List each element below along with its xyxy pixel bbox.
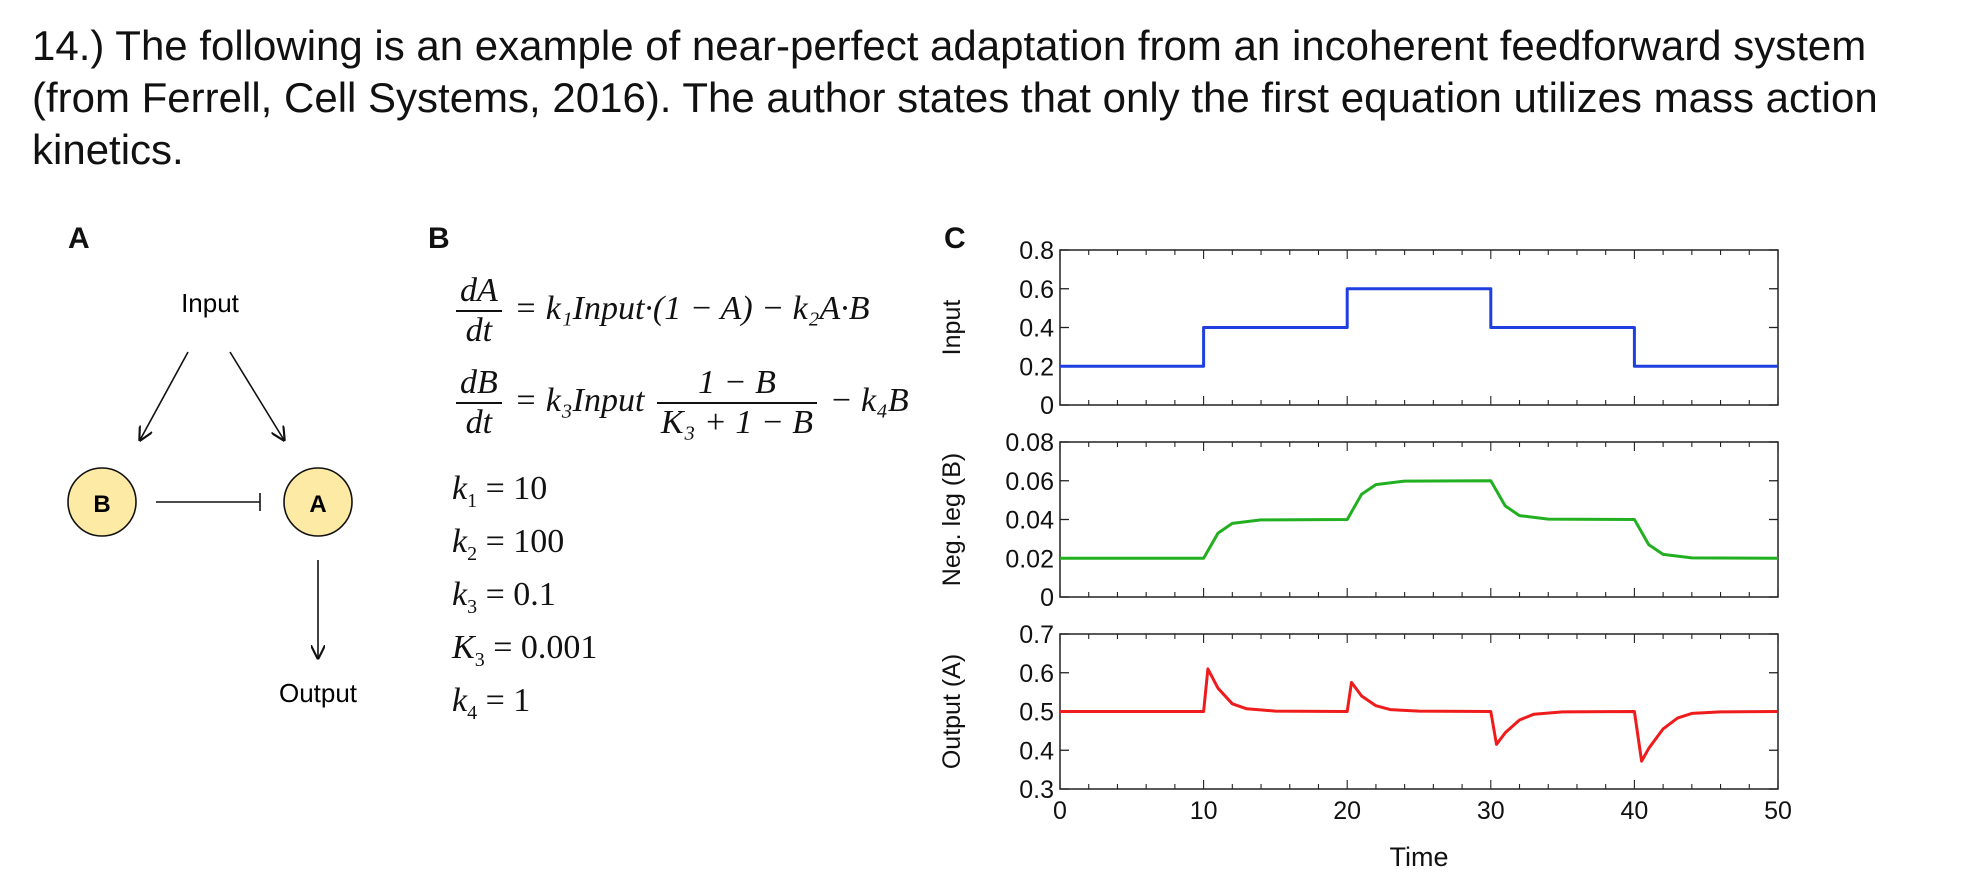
input-to-a-arrow	[229, 351, 284, 440]
y-tick-label: 0	[1040, 392, 1054, 420]
y-tick-label: 0.8	[1019, 237, 1054, 265]
panel-label-a: A	[68, 222, 90, 255]
y-axis-label: Input	[938, 300, 966, 356]
eq2-denominator: dt	[465, 404, 493, 441]
param-k4: k4 = 1	[452, 682, 531, 724]
series-line-2	[1060, 667, 1779, 763]
y-tick-label: 0.3	[1019, 776, 1054, 804]
question-text: 14.) The following is an example of near…	[32, 22, 1878, 173]
y-axis-label: Neg. leg (B)	[938, 453, 966, 586]
node-b-label: B	[93, 491, 110, 518]
node-a	[283, 467, 353, 537]
network-diagram: Input B A Output	[67, 288, 358, 708]
saturation-fraction: 1 − B K₃ + 1 − B	[656, 364, 818, 442]
y-tick-label: 0.6	[1019, 660, 1054, 688]
series-line-1	[1060, 479, 1779, 560]
panel-label-c: C	[944, 222, 966, 255]
y-axis-label: Output (A)	[938, 654, 966, 769]
equation-db-dt: dB dt = k₃Input 1 − B K₃ + 1 − B − k₄B	[452, 364, 909, 442]
x-tick-label: 10	[1190, 797, 1218, 825]
param-k3: k3 = 0.1	[452, 576, 556, 618]
equation-da-dt: dA dt = k₁Input·(1 − A) − k₂A·B	[452, 272, 870, 350]
time-course-plots: 0 0.2 0.4 0.6 0.8 Input 0 0.02 0.04 0.06 0.08 Neg. …	[938, 237, 1792, 872]
diagram-output-label: Output	[279, 678, 358, 708]
y-tick-label: 0.7	[1019, 621, 1054, 649]
eq2-pre: = k₃Input	[514, 381, 645, 419]
eq2-inner-denominator: K₃ + 1 − B	[660, 404, 814, 441]
eq1-numerator: dA	[456, 272, 502, 312]
y-tick-label: 0.4	[1019, 737, 1054, 765]
da-dt-fraction: dA dt	[456, 272, 502, 350]
node-a-label: A	[309, 491, 326, 518]
y-tick-label: 0.2	[1019, 353, 1054, 381]
y-tick-label: 0	[1040, 584, 1054, 612]
diagram-input-label: Input	[181, 288, 240, 318]
x-tick-label: 40	[1620, 797, 1648, 825]
plot-panel-1: 0 0.02 0.04 0.06 0.08 Neg. leg (B)	[938, 429, 1779, 612]
plot-frame	[1059, 441, 1779, 598]
eq1-rhs: = k₁Input·(1 − A) − k₂A·B	[514, 289, 870, 327]
param-K3: K3 = 0.001	[452, 629, 598, 671]
x-tick-label: 20	[1333, 797, 1361, 825]
node-b	[67, 467, 137, 537]
plot-panel-0: 0 0.2 0.4 0.6 0.8 Input	[938, 237, 1779, 420]
eq2-numerator: dB	[456, 364, 502, 404]
eq1-denominator: dt	[465, 312, 493, 349]
y-tick-label: 0.02	[1005, 545, 1054, 573]
panel-label-b: B	[428, 222, 450, 255]
x-tick-label: 30	[1477, 797, 1505, 825]
y-tick-label: 0.4	[1019, 315, 1054, 343]
plot-panel-2: 0.3 0.4 0.5 0.6 0.7 Output (A)	[938, 621, 1779, 804]
series-line-0	[1060, 287, 1778, 368]
y-tick-label: 0.04	[1005, 507, 1054, 535]
y-tick-label: 0.5	[1019, 699, 1054, 727]
x-tick-label: 50	[1764, 797, 1792, 825]
y-tick-label: 0.06	[1005, 468, 1054, 496]
db-dt-fraction: dB dt	[456, 364, 502, 442]
eq2-post: − k₄B	[829, 381, 909, 419]
eq2-inner-numerator: 1 − B	[656, 364, 818, 404]
input-to-b-arrow	[140, 351, 189, 440]
y-tick-label: 0.6	[1019, 276, 1054, 304]
x-axis-label: Time	[1390, 842, 1449, 872]
plot-frame	[1059, 249, 1779, 406]
param-k1: k1 = 10	[452, 470, 548, 512]
x-tick-label: 0	[1053, 797, 1067, 825]
param-k2: k2 = 100	[452, 523, 565, 565]
y-tick-label: 0.08	[1005, 429, 1054, 457]
